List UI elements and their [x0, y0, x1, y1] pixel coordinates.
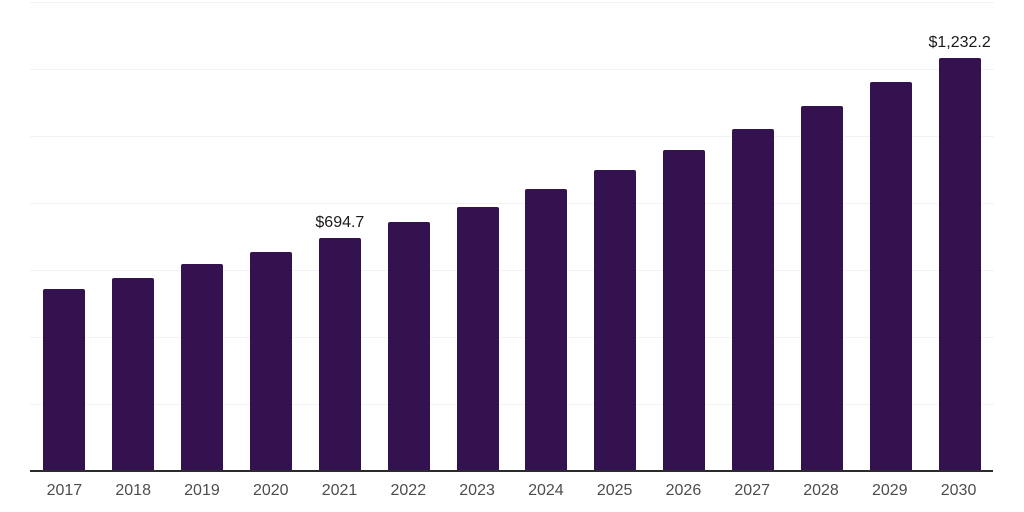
bar-2017: [43, 289, 86, 471]
bar-2025: [594, 170, 637, 471]
x-tick-label-2029: 2029: [871, 482, 908, 499]
x-tick-label-2028: 2028: [803, 482, 839, 499]
x-tick-label-2025: 2025: [596, 482, 633, 499]
bar-2021: [318, 238, 361, 471]
bar-slot-2027: [719, 2, 788, 471]
gridline-800: [30, 203, 994, 204]
bar-slot-2030: $1,232.2: [925, 2, 994, 471]
bar-slot-2024: [512, 2, 581, 471]
data-label-2030: $1,232.2: [928, 34, 991, 52]
bar-2019: [181, 263, 224, 471]
x-tick-label-2024: 2024: [528, 482, 564, 499]
x-tick-label-2017: 2017: [46, 482, 83, 499]
x-tick-label-2030: 2030: [940, 482, 977, 499]
gridline-600: [30, 270, 994, 271]
bar-2023: [456, 206, 499, 471]
bar-2028: [800, 106, 843, 471]
bar-slot-2029: [856, 2, 925, 471]
bar-slot-2017: [30, 2, 99, 471]
bar-2030: [938, 58, 981, 471]
gridline-200: [30, 404, 994, 405]
x-tick-label-2019: 2019: [184, 482, 220, 499]
bar-2027: [732, 129, 775, 471]
plot-area: $694.7 $1,232.2: [30, 2, 994, 471]
x-tick-label-2020: 2020: [252, 482, 289, 499]
bar-slot-2019: [168, 2, 237, 471]
bar-2020: [250, 252, 292, 471]
gridline-1200: [30, 69, 994, 70]
bar-2024: [525, 188, 568, 471]
bars-row: $694.7 $1,232.2: [30, 2, 994, 471]
x-axis-tick-labels: 2017 2018 2019 2020 2021 2022 2023 2024 2025 2026…: [30, 482, 993, 500]
bar-2018: [112, 277, 155, 471]
bar-slot-2026: [650, 2, 719, 471]
bar-slot-2022: [374, 2, 443, 471]
bar-slot-2021: $694.7: [305, 2, 374, 471]
gridline-400: [30, 337, 994, 338]
bar-slot-2018: [99, 2, 168, 471]
x-tick-label-2018: 2018: [115, 482, 151, 499]
bar-2029: [869, 82, 912, 471]
x-tick-label-2026: 2026: [665, 482, 702, 499]
x-tick-label-2027: 2027: [734, 482, 770, 499]
gridline-1400: [30, 2, 994, 3]
bar-slot-2028: [787, 2, 856, 471]
x-tick-label-2023: 2023: [459, 482, 495, 499]
bar-2026: [663, 150, 706, 471]
bar-slot-2020: [237, 2, 306, 471]
data-label-2021: $694.7: [315, 214, 365, 232]
gridline-1000: [30, 136, 994, 137]
bar-slot-2023: [443, 2, 512, 471]
x-tick-label-2022: 2022: [390, 482, 427, 499]
x-tick-label-2021: 2021: [321, 482, 358, 499]
bar-2022: [387, 222, 430, 471]
x-axis-line: [30, 470, 993, 472]
bar-slot-2025: [581, 2, 650, 471]
